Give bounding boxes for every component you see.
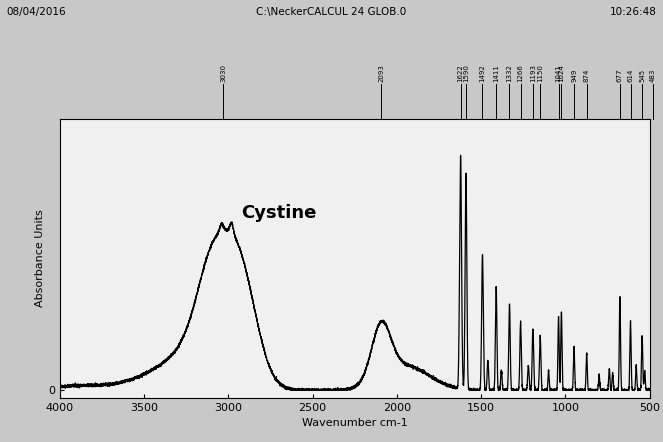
- Text: 874: 874: [583, 69, 589, 82]
- Text: 949: 949: [571, 69, 577, 82]
- Text: 1492: 1492: [479, 64, 485, 82]
- X-axis label: Wavenumber cm-1: Wavenumber cm-1: [302, 418, 408, 428]
- Text: 614: 614: [627, 69, 634, 82]
- Text: 677: 677: [617, 68, 623, 82]
- Text: 1193: 1193: [530, 64, 536, 82]
- Text: 1622: 1622: [457, 64, 463, 82]
- Text: 545: 545: [639, 69, 645, 82]
- Text: 1150: 1150: [537, 64, 543, 82]
- Text: 3030: 3030: [220, 64, 226, 82]
- Text: C:\NeckerCALCUL 24 GLOB.0: C:\NeckerCALCUL 24 GLOB.0: [257, 7, 406, 17]
- Text: 10:26:48: 10:26:48: [609, 7, 656, 17]
- Text: 2093: 2093: [378, 64, 384, 82]
- Text: 1332: 1332: [507, 64, 512, 82]
- Text: 1266: 1266: [518, 64, 524, 82]
- Text: 1590: 1590: [463, 64, 469, 82]
- Y-axis label: Absorbance Units: Absorbance Units: [35, 210, 45, 308]
- Text: 483: 483: [650, 69, 656, 82]
- Text: Cystine: Cystine: [241, 204, 316, 222]
- Text: 1411: 1411: [493, 64, 499, 82]
- Text: 1024: 1024: [558, 64, 564, 82]
- Text: 1041: 1041: [556, 64, 562, 82]
- Text: 08/04/2016: 08/04/2016: [7, 7, 66, 17]
